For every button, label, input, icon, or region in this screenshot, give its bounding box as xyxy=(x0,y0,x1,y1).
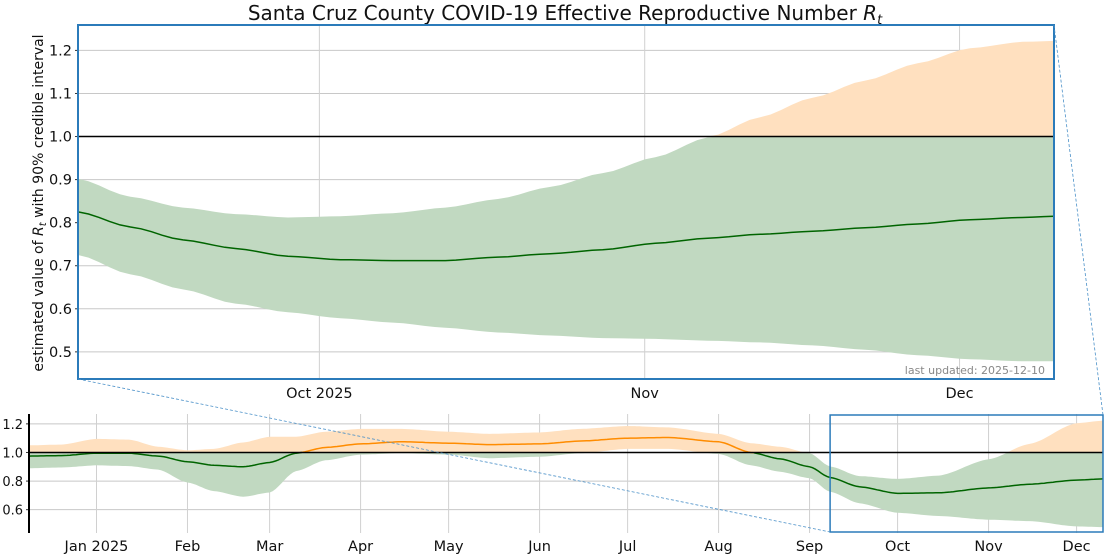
main-plot-frame xyxy=(77,24,1055,380)
main-plot-area: 0.5 0.6 0.7 0.8 0.9 1.0 1.1 1.2 Oct 2025 Nov Dec la… xyxy=(49,24,1055,402)
y-tick-label: 1.2 xyxy=(49,43,72,59)
median-line-above-1 xyxy=(301,436,754,454)
connector-right xyxy=(1053,24,1104,416)
y-tick-label: 0.9 xyxy=(49,173,72,189)
x-tick-label: Jun xyxy=(527,539,551,555)
zoom-window-rect xyxy=(829,414,1104,533)
x-tick-label: Apr xyxy=(348,539,373,555)
median-line-below-1 xyxy=(78,211,1054,262)
median-line-below-1 xyxy=(753,452,1103,495)
y-tick-label: 0.8 xyxy=(2,475,23,490)
ci-band-below-1 xyxy=(29,452,1103,528)
median-line-below-1 xyxy=(29,451,303,468)
connector-left xyxy=(77,378,831,533)
x-tick-label: Nov xyxy=(631,386,660,402)
x-tick-label: May xyxy=(434,539,464,555)
x-tick-label: Dec xyxy=(1063,539,1091,555)
x-tick-label: Dec xyxy=(946,386,974,402)
zoom-connector-lines xyxy=(77,24,1104,533)
y-tick-label: 1.0 xyxy=(49,130,72,146)
y-tick-label: 0.7 xyxy=(49,259,72,275)
ci-band-above-1 xyxy=(29,420,1103,453)
x-tick-label: Nov xyxy=(974,539,1003,555)
x-tick-label: Sep xyxy=(796,539,823,555)
y-tick-label: 0.5 xyxy=(49,345,72,361)
x-tick-label: Oct 2025 xyxy=(286,386,353,402)
x-tick-label: Jul xyxy=(618,539,637,555)
last-updated-note: last updated: 2025-12-10 xyxy=(905,364,1045,377)
y-axis-label: estimated value of Rt with 90% credible … xyxy=(31,34,49,371)
y-tick-label: 0.6 xyxy=(2,504,23,519)
x-tick-label: Feb xyxy=(175,539,201,555)
chart-title: Santa Cruz County COVID-19 Effective Rep… xyxy=(248,1,883,28)
y-tick-label: 1.0 xyxy=(2,446,23,461)
y-tick-label: 0.8 xyxy=(49,216,72,232)
y-tick-label: 1.1 xyxy=(49,86,72,102)
band-group xyxy=(78,40,1054,362)
overview-plot-area: 0.6 0.8 1.0 1.2 Jan 2025 Feb Mar Apr May Jun Jul Au… xyxy=(2,414,1104,555)
x-tick-label: Jan 2025 xyxy=(64,539,129,555)
y-tick-label: 1.2 xyxy=(2,418,23,433)
x-tick-label: Mar xyxy=(256,539,283,555)
x-tick-label: Oct xyxy=(885,539,910,555)
y-tick-label: 0.6 xyxy=(49,302,72,318)
ci-band-below-1 xyxy=(78,136,1054,362)
ci-band-above-1 xyxy=(78,40,1054,137)
x-tick-label: Aug xyxy=(704,539,732,555)
band-group xyxy=(29,420,1103,528)
